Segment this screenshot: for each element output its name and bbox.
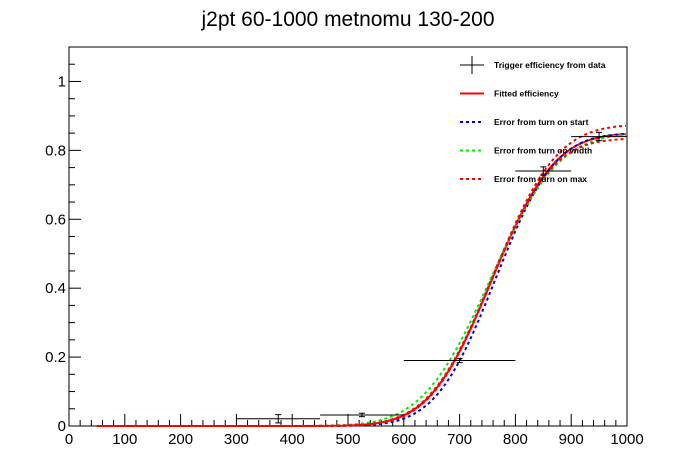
y-tick-label: 0.2 — [45, 349, 66, 366]
y-tick-label: 1 — [58, 73, 66, 90]
legend-label: Error from turn on max — [494, 174, 587, 184]
y-tick-label: 0.6 — [45, 211, 66, 228]
x-tick-label: 500 — [335, 431, 360, 448]
y-tick-label: 0.4 — [45, 280, 66, 297]
plot-area: 0 100 200 300 400 500 600 700 800 900 1000 0 0.2 0.4 0… — [45, 46, 644, 448]
y-tick-label: 0 — [58, 418, 66, 435]
x-tick-label: 300 — [224, 431, 249, 448]
x-tick-label: 900 — [559, 431, 584, 448]
series-line-2 — [96, 133, 626, 427]
x-tick-label: 200 — [168, 431, 193, 448]
plot-frame — [68, 46, 628, 427]
x-tick-label: 1000 — [610, 431, 643, 448]
legend-label: Error from turn on start — [494, 117, 589, 127]
x-tick-label: 800 — [503, 431, 528, 448]
x-tick-label: 100 — [112, 431, 137, 448]
series-line-4 — [96, 138, 626, 427]
x-tick-label: 600 — [391, 431, 416, 448]
y-tick-label: 0.8 — [45, 142, 66, 159]
legend-label: Fitted efficiency — [494, 89, 559, 99]
x-tick-label: 700 — [447, 431, 472, 448]
legend-label: Error from turn on width — [494, 146, 592, 156]
chart-title: j2pt 60-1000 metnomu 130-200 — [200, 8, 494, 31]
legend-label: Trigger efficiency from data — [494, 60, 606, 70]
x-tick-label: 0 — [65, 431, 73, 448]
x-tick-label: 400 — [280, 431, 305, 448]
